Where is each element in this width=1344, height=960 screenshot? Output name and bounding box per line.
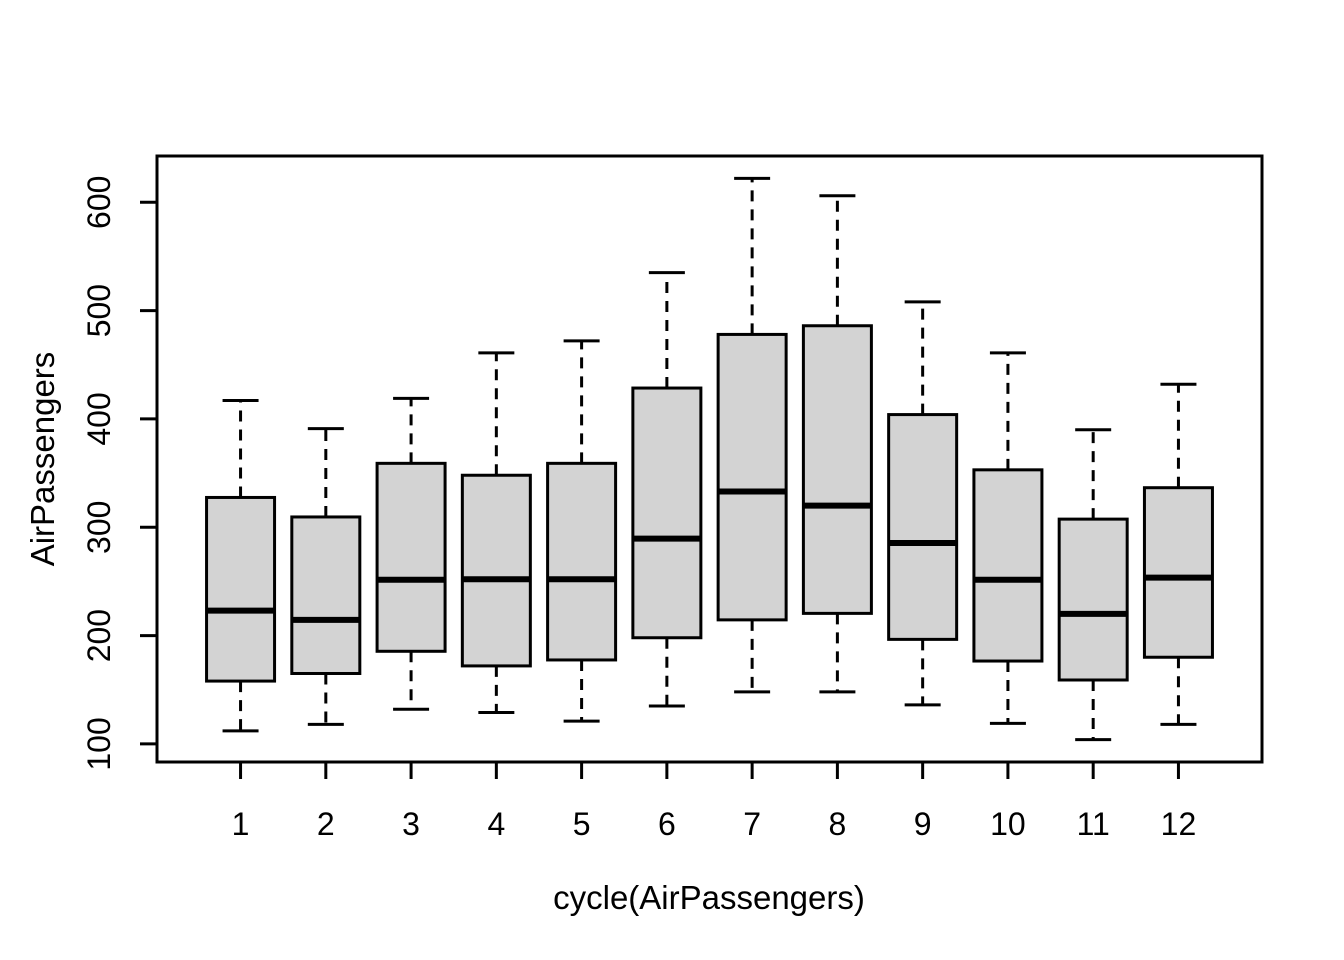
- y-tick-label: 200: [81, 609, 117, 662]
- x-tick-label: 8: [828, 806, 846, 842]
- x-tick-label: 2: [317, 806, 335, 842]
- boxplot-month-1: [205, 495, 277, 683]
- iqr-box: [460, 473, 532, 668]
- boxplot-month-8: [801, 324, 873, 615]
- boxplot-month-3: [375, 461, 447, 653]
- boxplot-month-6: [631, 386, 703, 640]
- boxplot-month-5: [546, 461, 618, 662]
- iqr-box: [205, 495, 277, 683]
- x-tick-label: 10: [990, 806, 1026, 842]
- x-tick-label: 4: [487, 806, 505, 842]
- x-tick-label: 1: [232, 806, 250, 842]
- x-tick-label: 5: [573, 806, 591, 842]
- boxplot-month-11: [1057, 517, 1129, 682]
- boxplot-month-2: [290, 515, 362, 675]
- iqr-box: [375, 461, 447, 653]
- x-tick-label: 3: [402, 806, 420, 842]
- y-axis-title: AirPassengers: [24, 352, 61, 567]
- iqr-box: [631, 386, 703, 640]
- x-tick-label: 6: [658, 806, 676, 842]
- boxplot-month-9: [887, 413, 959, 641]
- whiskers-layer: [222, 176, 1197, 742]
- iqr-box: [887, 413, 959, 641]
- boxplot-month-12: [1142, 486, 1214, 659]
- y-tick-label: 300: [81, 501, 117, 554]
- iqr-box: [1057, 517, 1129, 682]
- y-tick-label: 100: [81, 717, 117, 770]
- boxplot-month-7: [716, 332, 788, 622]
- iqr-box: [1142, 486, 1214, 659]
- y-tick-label: 500: [81, 284, 117, 337]
- iqr-box: [801, 324, 873, 615]
- plot-border: [155, 154, 1264, 764]
- iqr-box: [546, 461, 618, 662]
- boxplot-month-4: [460, 473, 532, 668]
- iqr-box: [972, 468, 1044, 663]
- x-tick-label: 7: [743, 806, 761, 842]
- iqr-box: [716, 332, 788, 622]
- x-axis-title: cycle(AirPassengers): [553, 879, 865, 916]
- boxplot-month-10: [972, 468, 1044, 663]
- boxes-layer: [205, 324, 1214, 683]
- y-tick-label: 600: [81, 176, 117, 229]
- x-tick-label: 11: [1077, 806, 1110, 842]
- x-tick-label: 12: [1161, 806, 1197, 842]
- x-tick-label: 9: [914, 806, 932, 842]
- y-tick-label: 400: [81, 392, 117, 445]
- iqr-box: [290, 515, 362, 675]
